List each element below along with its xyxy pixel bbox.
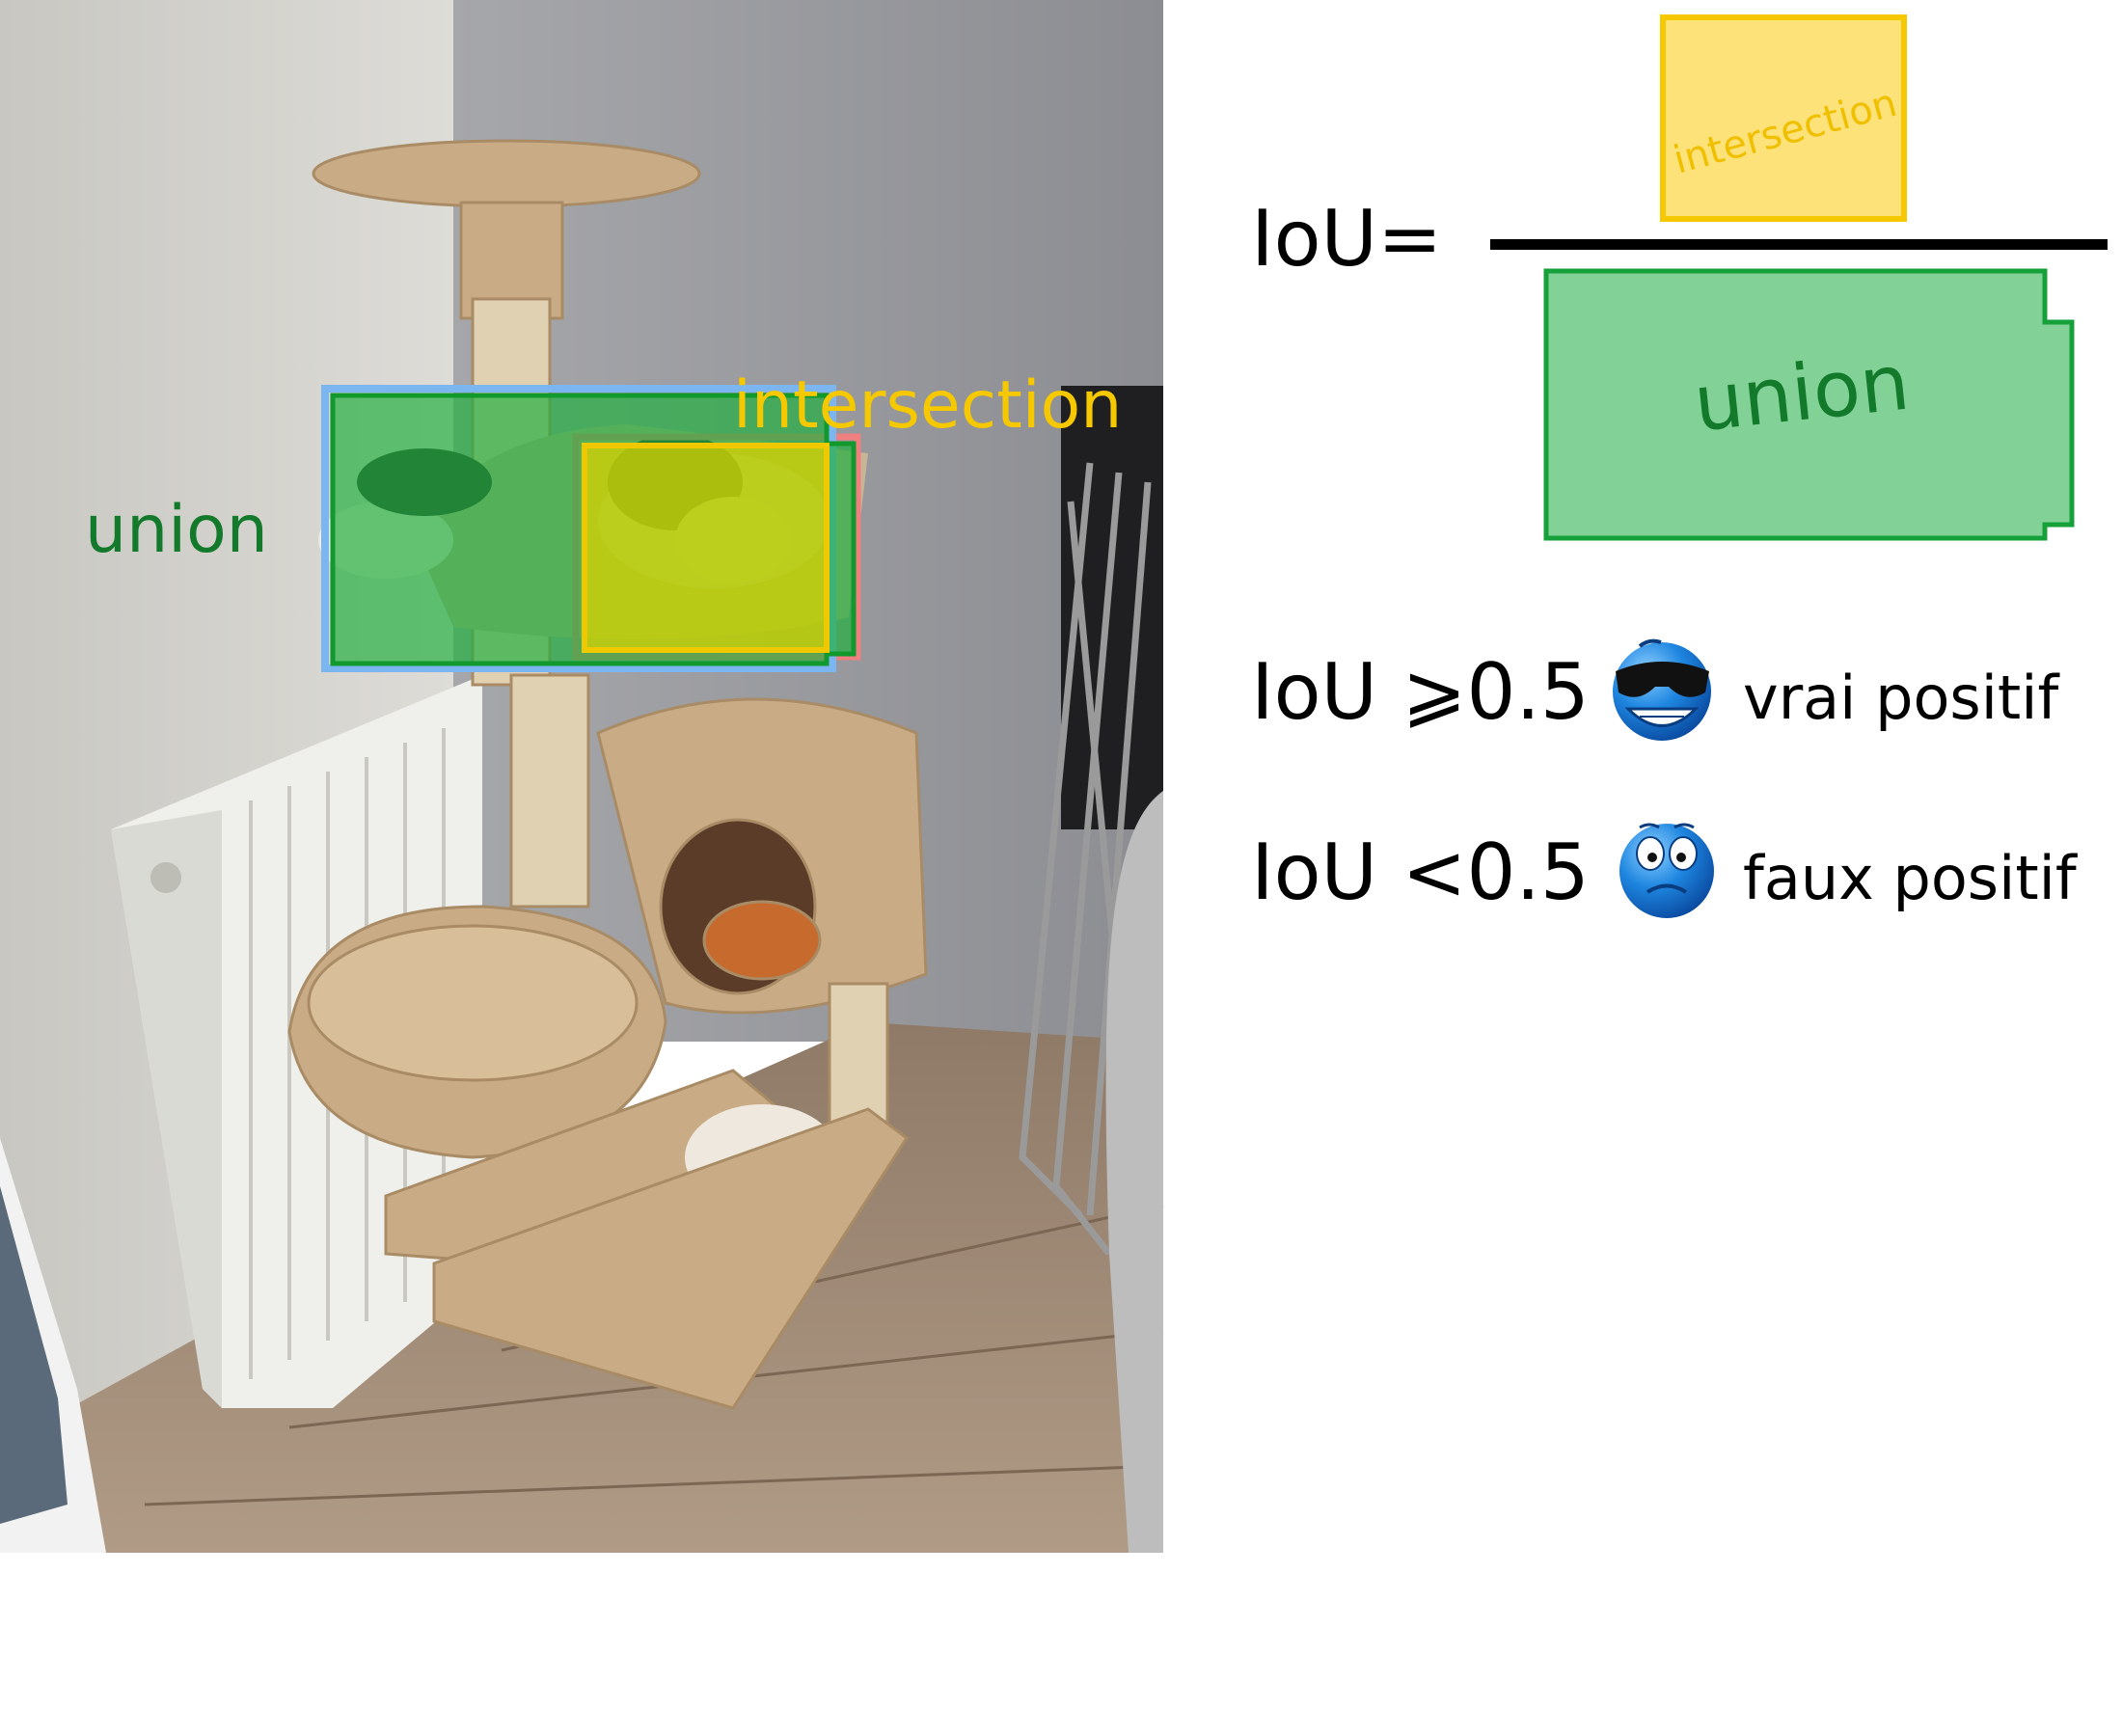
- fraction-bar: [1490, 239, 2108, 250]
- rule-condition: IoU <0.5: [1251, 827, 1590, 917]
- cat-tree: [287, 139, 928, 1410]
- union-label: union: [85, 492, 268, 568]
- intersection-label: intersection: [733, 367, 1122, 444]
- rule-condition: IoU ⩾0.5: [1251, 647, 1590, 737]
- rule-result: faux positif: [1743, 843, 2079, 913]
- worried-emoji-icon: [1619, 823, 1714, 918]
- iou-formula: IoU= intersection union: [1251, 14, 2108, 541]
- iou-rule-false-positive: IoU <0.5 faux positif: [1251, 823, 2079, 918]
- rule-result: vrai positif: [1743, 663, 2060, 733]
- iou-equals-label: IoU=: [1251, 194, 1442, 284]
- iou-rule-true-positive: IoU ⩾0.5 vrai positif: [1251, 638, 2060, 741]
- detection-boxes: [321, 385, 861, 672]
- formula-intersection-box: intersection: [1660, 14, 1907, 222]
- cool-sunglasses-emoji-icon: [1613, 638, 1711, 741]
- folding-chairs: [1019, 386, 1163, 1257]
- cat-tree-photo: union intersection: [0, 0, 1164, 1553]
- formula-union-box: union: [1543, 268, 2075, 541]
- formula-union-label: union: [1690, 338, 1914, 449]
